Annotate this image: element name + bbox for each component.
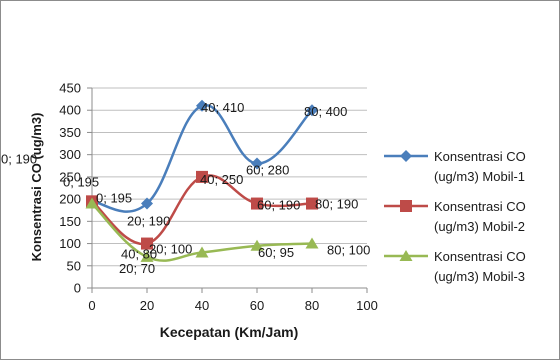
data-label: 20; 100: [149, 242, 192, 257]
legend-label: (ug/m3) Mobil-2: [434, 219, 525, 234]
marker-mobil-3: [195, 246, 209, 258]
data-label: 40; 250: [200, 172, 243, 187]
data-label: 60; 95: [258, 245, 294, 260]
marker-mobil-1: [141, 197, 153, 210]
y-tick-label: 0: [74, 281, 81, 296]
data-label: 60; 190: [257, 198, 300, 213]
legend-marker-mobil-2: [400, 200, 412, 212]
data-label: 0; 195: [96, 190, 132, 205]
marker-mobil-3: [85, 197, 99, 209]
axes: [87, 87, 368, 293]
y-tick-labels: 0 50 100 150 200 250 300 350 400 450: [59, 81, 81, 296]
data-label: 40; 80: [121, 246, 157, 261]
legend-label: (ug/m3) Mobil-1: [434, 169, 525, 184]
legend-label: (ug/m3) Mobil-3: [434, 269, 525, 284]
y-tick-label: 400: [59, 103, 81, 118]
y-tick-label: 450: [59, 81, 81, 96]
series-markers: [85, 99, 319, 262]
y-axis-label: Konsentrasi CO (ug/m3): [29, 113, 44, 262]
y-tick-label: 150: [59, 214, 81, 229]
x-tick-label: 40: [195, 298, 209, 313]
marker-mobil-3: [305, 237, 319, 249]
legend-label: Konsentrasi CO: [434, 149, 526, 164]
x-tick-label: 60: [250, 298, 264, 313]
y-tick-label: 100: [59, 236, 81, 251]
data-label: 0; 195: [63, 174, 99, 189]
x-tick-label: 0: [88, 298, 95, 313]
x-tick-labels: 0 20 40 60 80 100: [88, 298, 377, 313]
legend-label: Konsentrasi CO: [434, 199, 526, 214]
marker-mobil-2: [141, 237, 153, 250]
marker-mobil-2: [306, 197, 318, 210]
data-label: 20; 70: [119, 261, 155, 276]
data-label: 40; 410: [201, 100, 244, 115]
legend-marker-mobil-3: [399, 250, 413, 261]
x-axis-label: Kecepatan (Km/Jam): [160, 324, 299, 340]
marker-mobil-2: [196, 170, 208, 183]
data-label: 0; 190: [1, 152, 37, 167]
y-tick-label: 50: [67, 258, 81, 273]
legend: Konsentrasi CO (ug/m3) Mobil-1 Konsentrasi…: [384, 149, 526, 284]
data-label: 60; 280: [246, 163, 289, 178]
marker-mobil-1: [306, 104, 318, 117]
data-label: 80; 400: [304, 104, 347, 119]
y-tick-label: 350: [59, 125, 81, 140]
marker-mobil-1: [251, 157, 263, 170]
legend-label: Konsentrasi CO: [434, 249, 526, 264]
x-tick-label: 80: [305, 298, 319, 313]
legend-marker-mobil-1: [400, 150, 412, 162]
x-tick-label: 20: [140, 298, 154, 313]
data-labels: 0; 195 20; 190 40; 410 60; 280 80; 400 0; 195…: [1, 100, 370, 276]
data-label: 20; 190: [127, 214, 170, 229]
marker-mobil-3: [140, 250, 154, 262]
data-label: 80; 100: [327, 243, 370, 258]
y-tick-label: 300: [59, 147, 81, 162]
marker-mobil-1: [196, 99, 208, 112]
data-label: 80; 190: [315, 197, 358, 212]
marker-mobil-2: [251, 197, 263, 210]
y-tick-label: 200: [59, 192, 81, 207]
x-tick-label: 100: [356, 298, 378, 313]
y-tick-label: 250: [59, 169, 81, 184]
marker-mobil-3: [250, 239, 264, 251]
